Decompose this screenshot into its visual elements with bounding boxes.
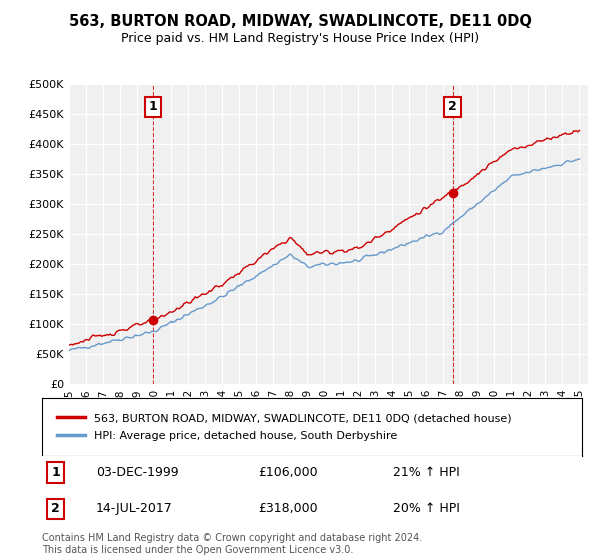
Text: 03-DEC-1999: 03-DEC-1999	[96, 466, 179, 479]
Text: Contains HM Land Registry data © Crown copyright and database right 2024.
This d: Contains HM Land Registry data © Crown c…	[42, 533, 422, 555]
Text: £318,000: £318,000	[258, 502, 317, 515]
Text: 1: 1	[148, 100, 157, 113]
Text: 563, BURTON ROAD, MIDWAY, SWADLINCOTE, DE11 0DQ: 563, BURTON ROAD, MIDWAY, SWADLINCOTE, D…	[68, 14, 532, 29]
Text: £106,000: £106,000	[258, 466, 317, 479]
Text: 20% ↑ HPI: 20% ↑ HPI	[393, 502, 460, 515]
Text: 21% ↑ HPI: 21% ↑ HPI	[393, 466, 460, 479]
Text: 2: 2	[448, 100, 457, 113]
Text: 2: 2	[51, 502, 60, 515]
Legend: 563, BURTON ROAD, MIDWAY, SWADLINCOTE, DE11 0DQ (detached house), HPI: Average p: 563, BURTON ROAD, MIDWAY, SWADLINCOTE, D…	[53, 409, 516, 445]
Text: Price paid vs. HM Land Registry's House Price Index (HPI): Price paid vs. HM Land Registry's House …	[121, 32, 479, 45]
Text: 14-JUL-2017: 14-JUL-2017	[96, 502, 173, 515]
Text: 1: 1	[51, 466, 60, 479]
